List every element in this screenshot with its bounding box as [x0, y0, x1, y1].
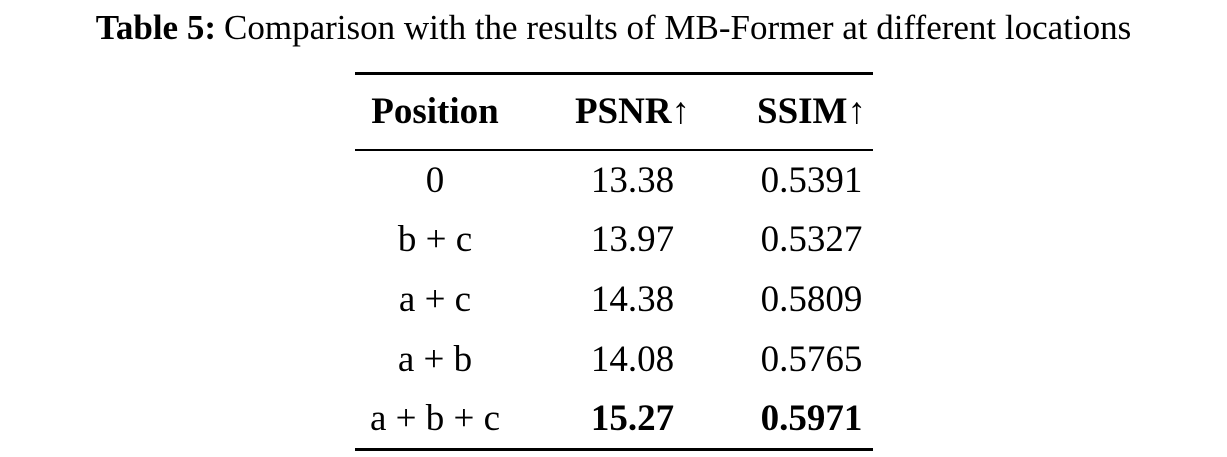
- table-cell: 0.5327: [760, 219, 863, 260]
- column-header: Position: [371, 91, 499, 133]
- table-row: b + c 13.97 0.5327: [355, 210, 873, 270]
- table-cell: 0.5765: [760, 339, 863, 380]
- table-cell: 15.27: [590, 398, 675, 440]
- table-cell: 0.5809: [760, 279, 863, 320]
- table-cell: 13.97: [590, 219, 675, 260]
- table-cell: 14.08: [590, 339, 675, 380]
- table-row: a + b 14.08 0.5765: [355, 330, 873, 390]
- table-cell: 0.5391: [760, 159, 863, 201]
- table-cell: a + b: [397, 339, 473, 380]
- header-row: Position PSNR↑ SSIM↑: [355, 73, 873, 150]
- table-row: 0 13.38 0.5391: [355, 150, 873, 210]
- table-row: a + c 14.38 0.5809: [355, 270, 873, 330]
- caption: Table 5: Comparison with the results of M…: [0, 8, 1227, 48]
- table-body: 0 13.38 0.5391 b + c 13.97 0.5327 a + c 14.38 0.…: [355, 150, 873, 450]
- table-cell: a + b + c: [369, 398, 501, 440]
- column-header: PSNR↑: [574, 91, 691, 133]
- table-cell: 0.5971: [760, 398, 863, 440]
- table-cell: 0: [425, 159, 445, 201]
- column-header: SSIM↑: [757, 91, 866, 133]
- caption-label: Table 5:: [95, 8, 216, 47]
- table: Position PSNR↑ SSIM↑ 0 13.38 0.5391 b + c 13.9…: [355, 72, 873, 451]
- table-cell: b + c: [397, 219, 473, 260]
- table-cell: 14.38: [590, 279, 675, 320]
- table-cell: a + c: [398, 279, 472, 320]
- table-cell: 13.38: [590, 159, 675, 201]
- table-row: a + b + c 15.27 0.5971: [355, 390, 873, 450]
- caption-text: Comparison with the results of MB-Former…: [224, 8, 1132, 47]
